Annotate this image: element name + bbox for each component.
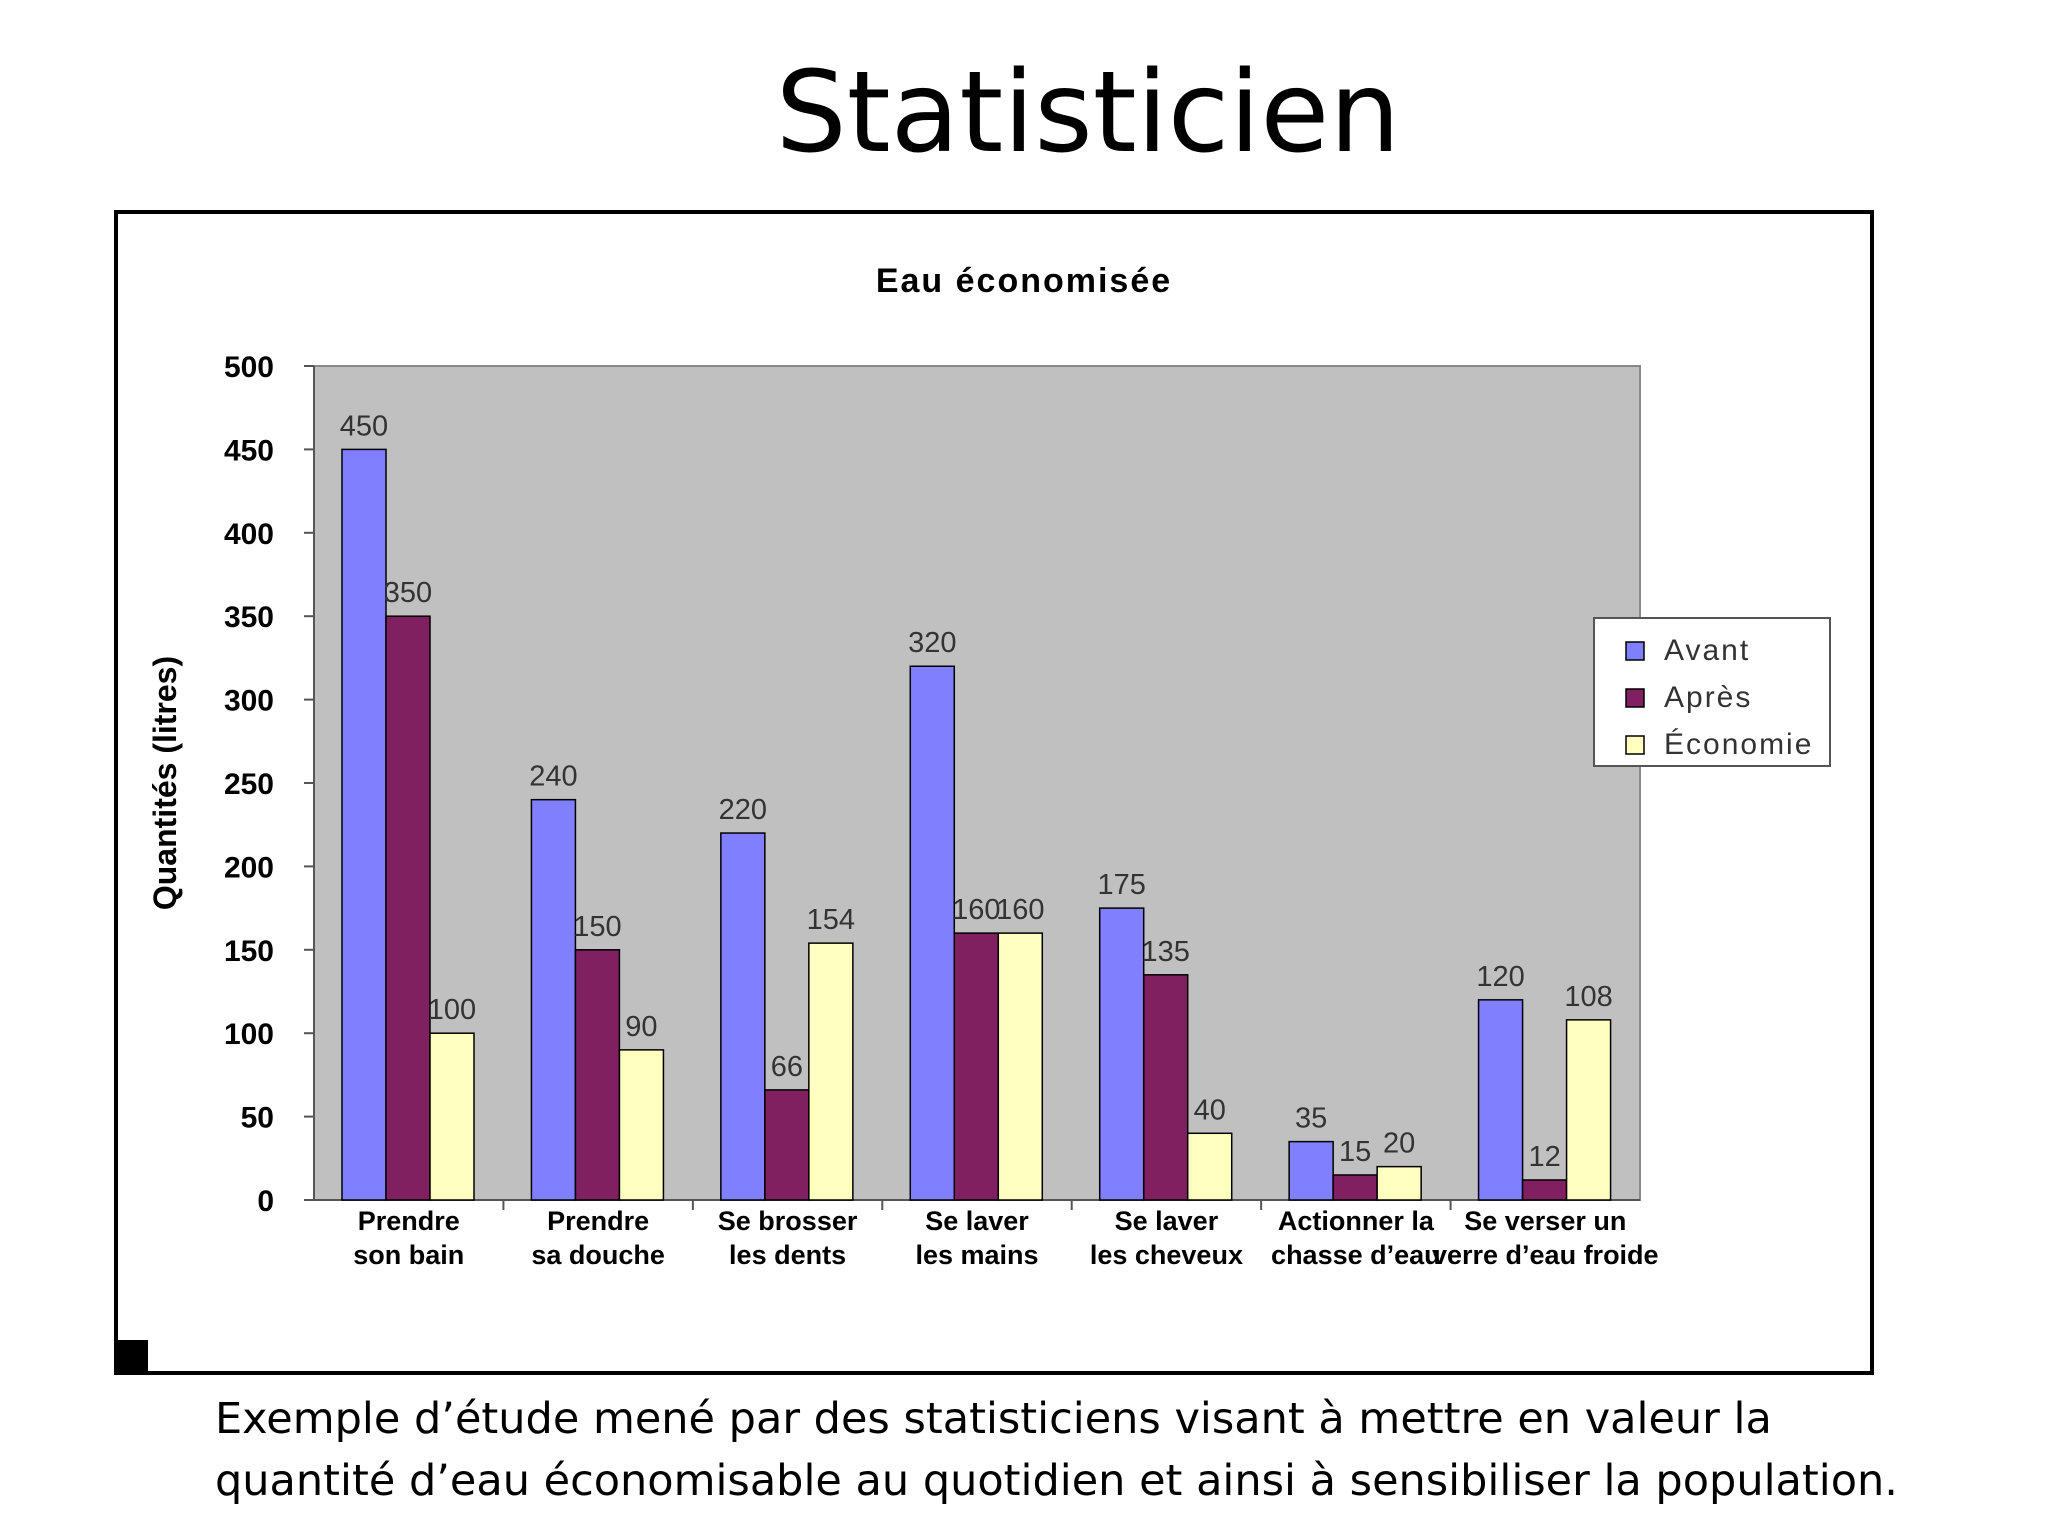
data-label: 150	[573, 911, 621, 943]
x-tick-label: Se laver	[1115, 1206, 1219, 1236]
data-label: 135	[1142, 936, 1190, 968]
y-tick-label: 100	[224, 1018, 274, 1051]
caption-line-2: quantité d’eau économisable au quotidien…	[215, 1456, 1898, 1506]
data-label: 154	[807, 904, 855, 936]
bar-aprs	[1521, 1179, 1568, 1201]
data-label: 320	[908, 627, 956, 659]
y-tick-label: 0	[257, 1185, 274, 1218]
bar-aprs	[574, 949, 621, 1201]
bar-conomie	[808, 942, 854, 1201]
y-tick-label: 400	[224, 518, 274, 551]
bar-aprs	[1332, 1174, 1378, 1201]
x-tick-label: Se laver	[925, 1206, 1029, 1236]
chart-title: Eau économisée	[876, 262, 1172, 300]
x-tick-label: Actionner la	[1278, 1206, 1435, 1236]
y-tick-label: 450	[224, 434, 274, 467]
data-label: 240	[529, 761, 577, 793]
bar-avant	[1098, 907, 1145, 1201]
legend-swatch	[1625, 641, 1645, 661]
x-tick-label: sa douche	[531, 1240, 665, 1270]
y-tick-label: 200	[224, 851, 274, 884]
bar-aprs	[1142, 974, 1189, 1201]
data-label: 66	[771, 1051, 803, 1083]
bar-avant	[720, 832, 766, 1201]
data-label: 120	[1476, 961, 1524, 993]
data-label: 175	[1098, 869, 1146, 901]
slide-caption: Exemple d’étude mené par des statisticie…	[215, 1388, 2015, 1512]
x-tick-label: verre d’eau froide	[1432, 1240, 1659, 1270]
data-label: 160	[952, 894, 1000, 926]
data-label: 100	[428, 994, 476, 1026]
bar-aprs	[764, 1089, 810, 1201]
legend-entry: Avant	[1664, 634, 1750, 667]
y-tick-label: 500	[224, 351, 274, 384]
y-tick-label: 50	[241, 1102, 274, 1135]
data-label: 450	[340, 410, 388, 442]
x-tick-label: les mains	[915, 1240, 1038, 1270]
bar-aprs	[385, 615, 431, 1201]
bar-avant	[1477, 999, 1524, 1201]
bar-conomie	[997, 932, 1044, 1201]
legend-swatch	[1625, 688, 1645, 708]
data-label: 20	[1383, 1128, 1415, 1160]
x-tick-label: chasse d’eau	[1271, 1240, 1441, 1270]
data-label: 220	[719, 794, 767, 826]
bar-avant	[530, 798, 577, 1201]
x-tick-label: Prendre	[358, 1206, 460, 1236]
data-label: 12	[1528, 1141, 1560, 1173]
data-label: 350	[384, 577, 432, 609]
bar-conomie	[1186, 1132, 1233, 1201]
slide-title: Statisticien	[775, 48, 1401, 178]
x-tick-label: les cheveux	[1090, 1240, 1243, 1270]
data-label: 108	[1564, 981, 1612, 1013]
y-tick-label: 150	[224, 935, 274, 968]
data-label: 15	[1339, 1136, 1371, 1168]
y-tick-label: 300	[224, 685, 274, 718]
bar-avant	[909, 665, 956, 1201]
caption-line-1: Exemple d’étude mené par des statisticie…	[215, 1394, 1772, 1444]
data-label: 35	[1295, 1103, 1327, 1135]
x-tick-label: Se verser un	[1464, 1206, 1626, 1236]
bar-avant	[341, 448, 387, 1201]
x-tick-label: Se brosser	[718, 1206, 858, 1236]
bar-conomie	[1565, 1019, 1612, 1201]
legend-swatch	[1625, 735, 1645, 755]
legend-entry: Après	[1664, 681, 1752, 714]
y-tick-label: 350	[224, 601, 274, 634]
bar-conomie	[1376, 1165, 1422, 1201]
bar-avant	[1288, 1140, 1334, 1201]
data-label: 160	[996, 894, 1044, 926]
y-axis-label: Quantités (litres)	[147, 656, 183, 910]
frame-corner-mark	[114, 1340, 148, 1374]
x-tick-label: Prendre	[547, 1206, 649, 1236]
data-label: 90	[625, 1011, 657, 1043]
x-tick-label: les dents	[729, 1240, 846, 1270]
legend-entry: Économie	[1664, 728, 1813, 761]
bar-conomie	[618, 1049, 665, 1201]
x-tick-label: son bain	[353, 1240, 464, 1270]
y-tick-label: 250	[224, 768, 274, 801]
bar-aprs	[953, 932, 1000, 1201]
bar-conomie	[429, 1032, 475, 1201]
data-label: 40	[1194, 1094, 1226, 1126]
